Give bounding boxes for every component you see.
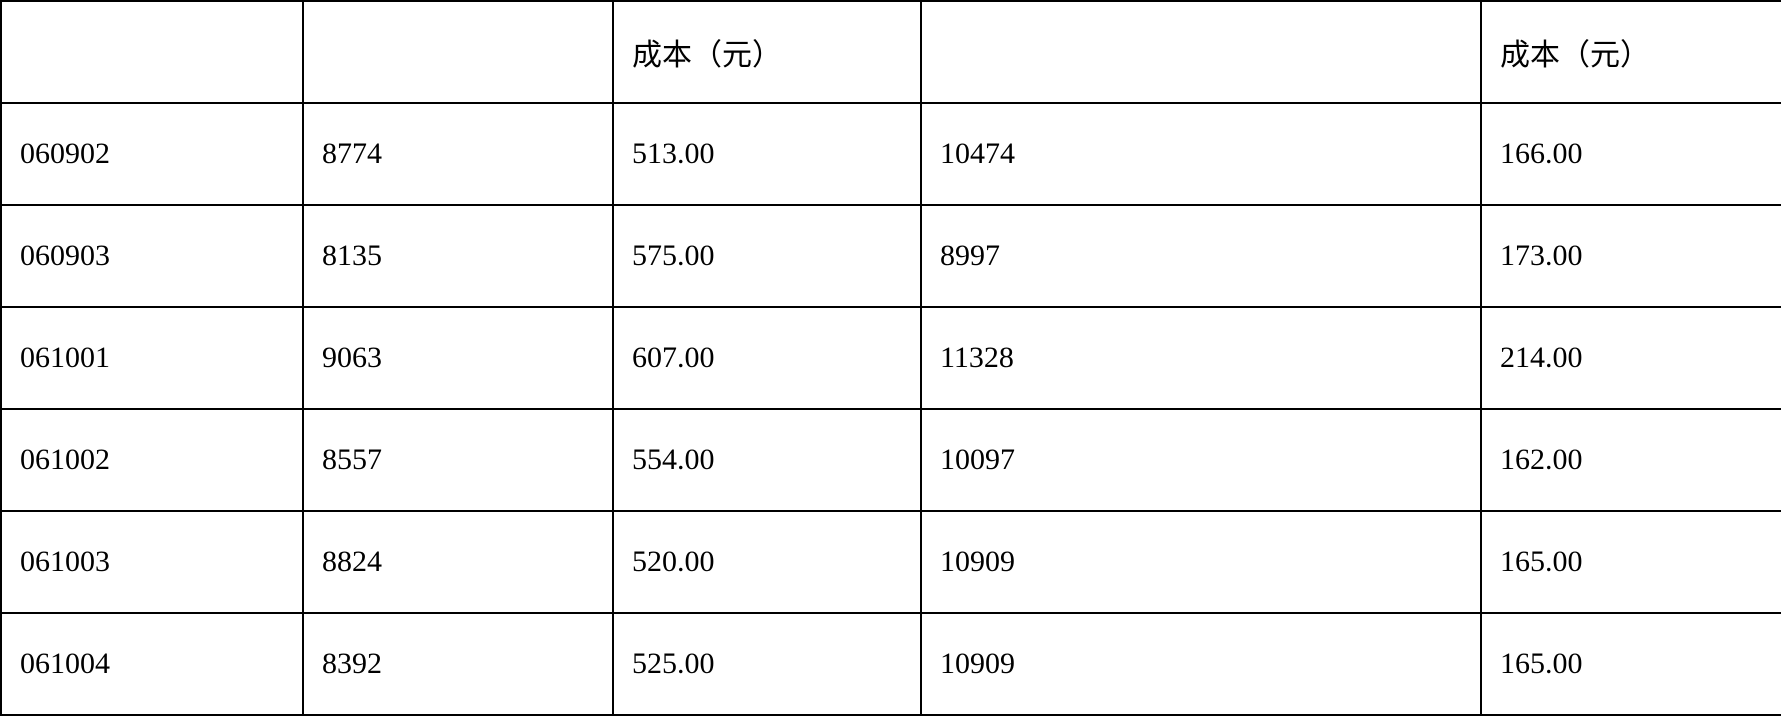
cell-cost: 165.00	[1481, 613, 1781, 715]
cell-cost: 513.00	[613, 103, 921, 205]
cell-code: 060903	[1, 205, 303, 307]
table-row: 061002 8557 554.00 10097 162.00	[1, 409, 1781, 511]
cell-value: 10909	[921, 613, 1481, 715]
cell-cost: 554.00	[613, 409, 921, 511]
cell-value: 10909	[921, 511, 1481, 613]
cell-cost: 525.00	[613, 613, 921, 715]
cell-value: 8774	[303, 103, 613, 205]
cell-value: 10097	[921, 409, 1481, 511]
cell-cost: 166.00	[1481, 103, 1781, 205]
cost-table: 成本（元） 成本（元） 060902 8774 513.00 10474 166…	[0, 0, 1781, 716]
header-cell-cost1: 成本（元）	[613, 1, 921, 103]
cell-cost: 607.00	[613, 307, 921, 409]
header-cell-cost2: 成本（元）	[1481, 1, 1781, 103]
cell-code: 060902	[1, 103, 303, 205]
cell-cost: 173.00	[1481, 205, 1781, 307]
table-row: 061001 9063 607.00 11328 214.00	[1, 307, 1781, 409]
cell-value: 8392	[303, 613, 613, 715]
cell-cost: 575.00	[613, 205, 921, 307]
cell-code: 061004	[1, 613, 303, 715]
table-row: 061004 8392 525.00 10909 165.00	[1, 613, 1781, 715]
table-header-row: 成本（元） 成本（元）	[1, 1, 1781, 103]
table-row: 060903 8135 575.00 8997 173.00	[1, 205, 1781, 307]
cell-value: 8135	[303, 205, 613, 307]
header-cell	[921, 1, 1481, 103]
header-cell	[303, 1, 613, 103]
cell-code: 061003	[1, 511, 303, 613]
cell-cost: 165.00	[1481, 511, 1781, 613]
cell-cost: 162.00	[1481, 409, 1781, 511]
cell-cost: 214.00	[1481, 307, 1781, 409]
table-row: 060902 8774 513.00 10474 166.00	[1, 103, 1781, 205]
cell-value: 9063	[303, 307, 613, 409]
cell-cost: 520.00	[613, 511, 921, 613]
header-cell	[1, 1, 303, 103]
cell-code: 061001	[1, 307, 303, 409]
cell-value: 11328	[921, 307, 1481, 409]
cell-value: 8824	[303, 511, 613, 613]
cell-value: 10474	[921, 103, 1481, 205]
cell-value: 8997	[921, 205, 1481, 307]
table-row: 061003 8824 520.00 10909 165.00	[1, 511, 1781, 613]
cell-value: 8557	[303, 409, 613, 511]
cell-code: 061002	[1, 409, 303, 511]
